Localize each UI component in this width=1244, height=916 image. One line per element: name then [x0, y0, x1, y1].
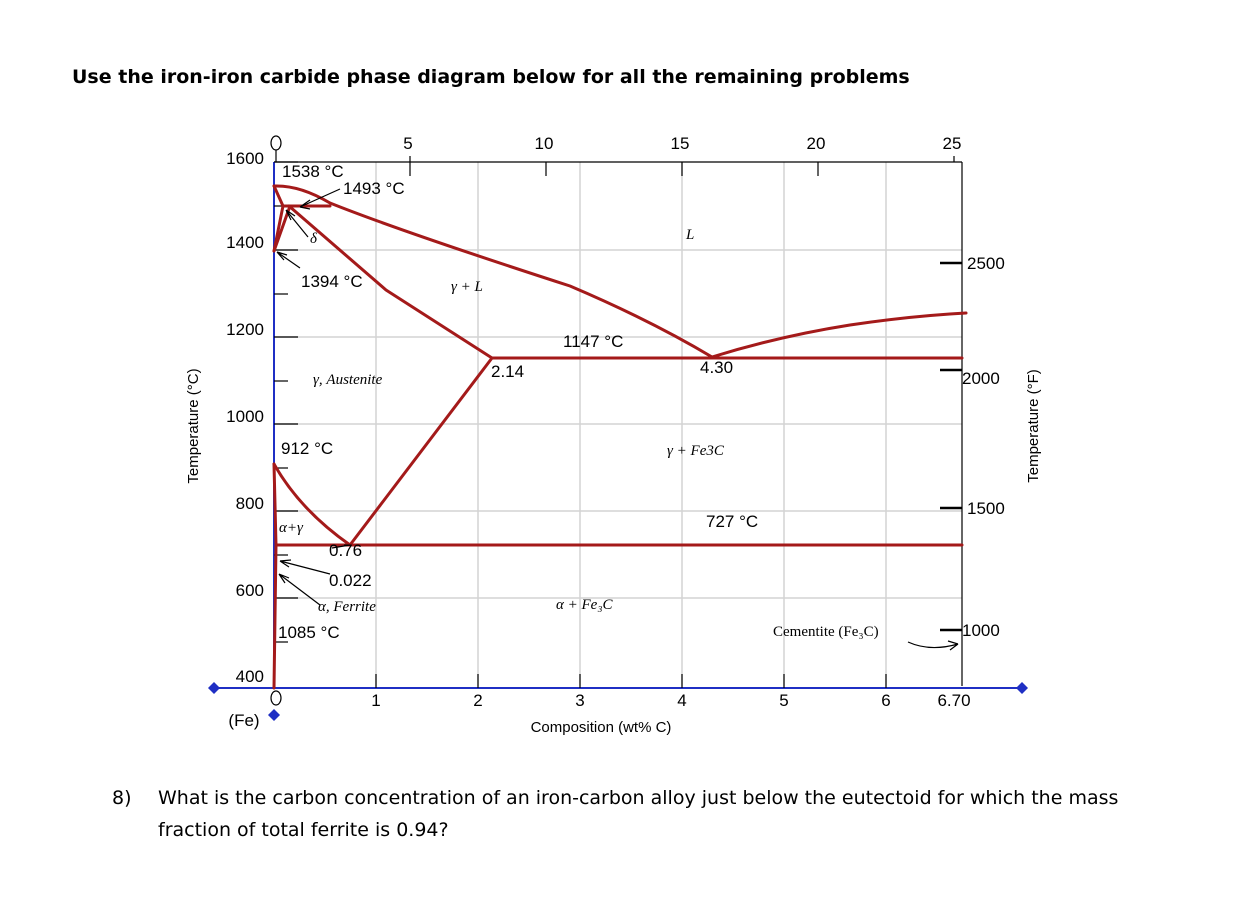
x-tick-label: 2 — [473, 691, 482, 710]
x-tick-labels: 1 2 3 4 5 6 6.70 — [371, 691, 970, 710]
page-heading: Use the iron-iron carbide phase diagram … — [72, 66, 910, 88]
label-727: 727 °C — [706, 512, 758, 531]
y2-tick-marks — [940, 261, 962, 632]
phase-boundaries — [272, 184, 968, 690]
acm-line — [348, 356, 494, 547]
y-tick-label: 1400 — [226, 233, 264, 252]
label-0-022: 0.022 — [329, 571, 372, 590]
y2-tick-label: 2500 — [967, 254, 1005, 273]
label-gamma-plus-l: γ + L — [451, 279, 483, 295]
label-4-30: 4.30 — [700, 358, 733, 377]
arrow-cementite-icon — [907, 640, 959, 651]
x2-tick-label: 10 — [535, 134, 554, 153]
question-number: 8) — [112, 787, 132, 809]
label-alpha-plus-fe3c: α + Fe₃C — [556, 597, 614, 613]
origin-marker-icon — [268, 709, 280, 721]
arrow-ferrite-icon — [278, 573, 321, 606]
x-tick-label: 3 — [575, 691, 584, 710]
arrow-1394-icon — [276, 251, 301, 269]
annotation-arrows — [276, 188, 959, 651]
x-tick-label: 6 — [881, 691, 890, 710]
label-austenite: γ, Austenite — [313, 372, 383, 388]
question-text: What is the carbon concentration of an i… — [158, 787, 1119, 841]
arrow-0022-icon — [279, 559, 331, 575]
y2-tick-labels: 2500 2000 1500 1000 — [962, 254, 1005, 640]
label-ferrite: α, Ferrite — [318, 599, 376, 615]
label-1493: 1493 °C — [343, 179, 405, 198]
a3-line — [272, 462, 352, 547]
label-cementite: Cementite (Fe₃C) — [773, 624, 879, 640]
x2-tick-label: 5 — [403, 134, 412, 153]
x2-tick-labels: 5 10 15 20 25 — [403, 134, 961, 153]
y2-tick-label: 2000 — [962, 369, 1000, 388]
ferrite-solvus — [272, 462, 278, 690]
bottom-origin-circle-icon — [270, 690, 282, 706]
label-912: 912 °C — [281, 439, 333, 458]
label-1538: 1538 °C — [282, 162, 344, 181]
x-tick-label: 5 — [779, 691, 788, 710]
x2-tick-label: 20 — [807, 134, 826, 153]
x-tick-label: 4 — [677, 691, 686, 710]
label-alpha-plus-gamma: α+γ — [279, 520, 304, 536]
x2-tick-marks — [275, 150, 955, 176]
label-gamma-plus-fe3c: γ + Fe3C — [667, 443, 725, 459]
y-tick-label: 600 — [236, 581, 264, 600]
x-axis-left-arrow-icon — [208, 682, 220, 694]
y-tick-label: 400 — [236, 667, 264, 686]
y-tick-label: 1200 — [226, 320, 264, 339]
y2-tick-label: 1500 — [967, 499, 1005, 518]
label-delta: δ — [310, 231, 318, 247]
label-1085: 1085 °C — [278, 623, 340, 642]
liquidus-high-carbon — [710, 311, 968, 359]
delta-solidus — [272, 184, 285, 253]
arrow-076-icon — [331, 544, 351, 549]
x-tick-label: 6.70 — [937, 691, 970, 710]
grid — [274, 162, 962, 686]
y-tick-label: 1600 — [226, 149, 264, 168]
x2-tick-label: 15 — [671, 134, 690, 153]
y-tick-marks — [274, 161, 298, 643]
x2-tick-label: 25 — [943, 134, 962, 153]
x-tick-marks — [375, 674, 887, 688]
liquidus-low-carbon — [272, 184, 714, 359]
y-axis-label: Temperature (°C) — [185, 368, 202, 483]
x-tick-label: 1 — [371, 691, 380, 710]
x-origin-label: (Fe) — [228, 711, 259, 730]
label-liquid: L — [685, 227, 694, 243]
top-origin-circle-icon — [270, 135, 282, 151]
label-1147: 1147 °C — [563, 332, 623, 351]
label-2-14: 2.14 — [491, 362, 524, 381]
diagram-annotations: 1538 °C 1493 °C δ 1394 °C γ + L L 1147 °… — [278, 162, 879, 642]
y-tick-label: 1000 — [226, 407, 264, 426]
y-tick-label: 800 — [236, 494, 264, 513]
label-1394: 1394 °C — [301, 272, 363, 291]
y2-axis-label: Temperature (°F) — [1025, 369, 1042, 483]
y-tick-labels: 1600 1400 1200 1000 800 600 400 — [226, 149, 264, 686]
arrow-delta-icon — [285, 209, 309, 238]
x-axis-label: Composition (wt% C) — [531, 719, 672, 736]
arrow-1493-icon — [299, 188, 341, 210]
y2-tick-label: 1000 — [962, 621, 1000, 640]
austenite-solidus — [287, 204, 494, 360]
label-0-76: 0.76 — [329, 541, 362, 560]
x-axis-right-arrow-icon — [1016, 682, 1028, 694]
